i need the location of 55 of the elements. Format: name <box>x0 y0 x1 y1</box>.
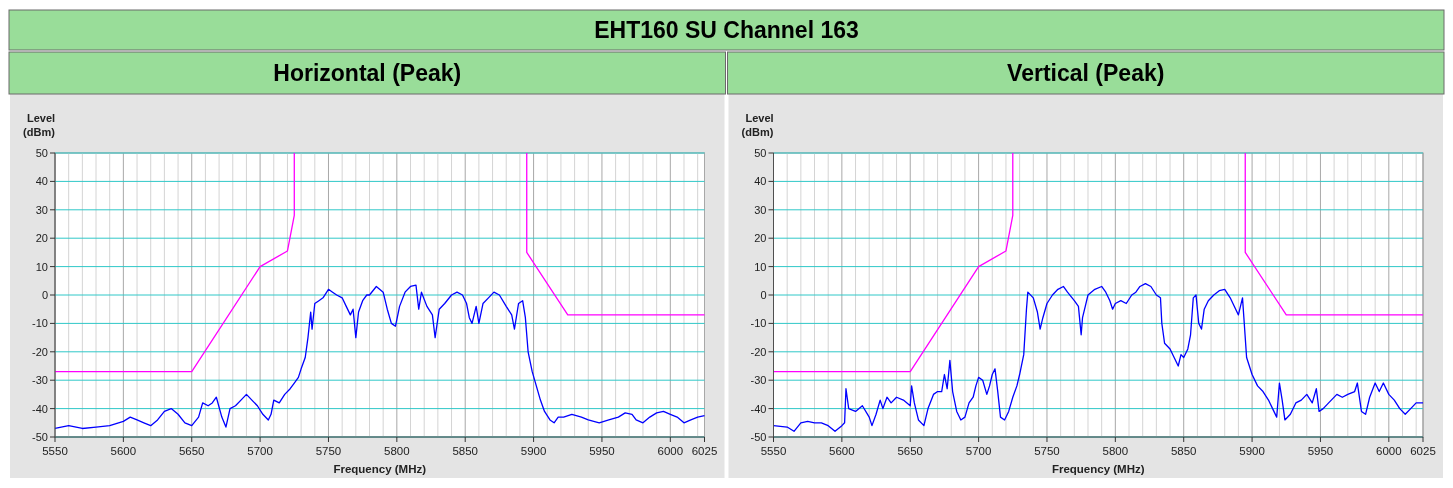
x-tick-label: 5600 <box>829 445 855 457</box>
y-tick-label: 40 <box>754 175 767 188</box>
chart-subtitle: Horizontal (Peak) <box>273 60 462 86</box>
y-tick-label: -40 <box>750 402 767 415</box>
y-tick-label: -40 <box>32 402 48 415</box>
y-tick-label: 40 <box>35 175 48 188</box>
y-tick-label: 30 <box>754 203 767 216</box>
line-series <box>54 152 295 373</box>
chart-subtitle: Vertical (Peak) <box>1007 60 1165 86</box>
x-tick-label: 5600 <box>110 445 137 457</box>
x-tick-label: 6000 <box>657 445 684 457</box>
y-tick-label: 10 <box>754 260 767 273</box>
y-tick-label: 0 <box>760 289 767 301</box>
y-tick-label: 10 <box>35 260 48 273</box>
x-tick-label: 5900 <box>1239 445 1265 457</box>
x-tick-label: 5700 <box>247 445 273 457</box>
y-tick-label: -20 <box>750 345 767 358</box>
y-tick-label: -50 <box>32 431 48 443</box>
x-tick-label: 5900 <box>520 445 547 457</box>
y-axis-title: Level (dBm) <box>23 112 56 138</box>
y-tick-label: -20 <box>32 345 48 358</box>
y-tick-label: -10 <box>32 317 48 330</box>
y-tick-label: 50 <box>754 147 767 159</box>
y-tick-label: -30 <box>750 374 767 387</box>
chart-title: EHT160 SU Channel 163 <box>594 17 859 43</box>
x-tick-label: 6025 <box>691 445 718 457</box>
x-tick-label: 5950 <box>589 445 615 457</box>
x-tick-label: 5700 <box>965 445 992 457</box>
x-tick-label: 5750 <box>1034 445 1060 457</box>
y-tick-label: 50 <box>35 147 48 159</box>
x-axis-title: Frequency (MHz) <box>333 463 427 475</box>
y-tick-label: 20 <box>35 232 48 245</box>
x-tick-label: 5850 <box>452 445 479 457</box>
y-tick-label: 20 <box>754 232 767 245</box>
y-tick-label: -50 <box>750 431 767 443</box>
x-tick-label: 6025 <box>1410 445 1436 457</box>
x-tick-label: 5950 <box>1307 445 1334 457</box>
y-tick-label: 30 <box>35 203 48 216</box>
line-series <box>54 284 706 430</box>
x-tick-label: 6000 <box>1376 445 1402 457</box>
x-tick-label: 5800 <box>1102 445 1129 457</box>
line-series <box>772 282 1424 432</box>
x-tick-label: 5650 <box>897 445 924 457</box>
y-tick-label: -30 <box>32 374 48 387</box>
line-series <box>772 152 1014 373</box>
y-tick-label: 0 <box>41 289 48 301</box>
y-tick-label: -10 <box>750 317 767 330</box>
y-axis-title: Level (dBm) <box>741 112 774 138</box>
x-tick-label: 5750 <box>315 445 342 457</box>
x-axis-title: Frequency (MHz) <box>1051 463 1145 475</box>
x-tick-label: 5550 <box>42 445 68 457</box>
x-tick-label: 5850 <box>1170 445 1197 457</box>
x-tick-label: 5650 <box>178 445 205 457</box>
x-tick-label: 5550 <box>760 445 787 457</box>
x-tick-label: 5800 <box>384 445 410 457</box>
